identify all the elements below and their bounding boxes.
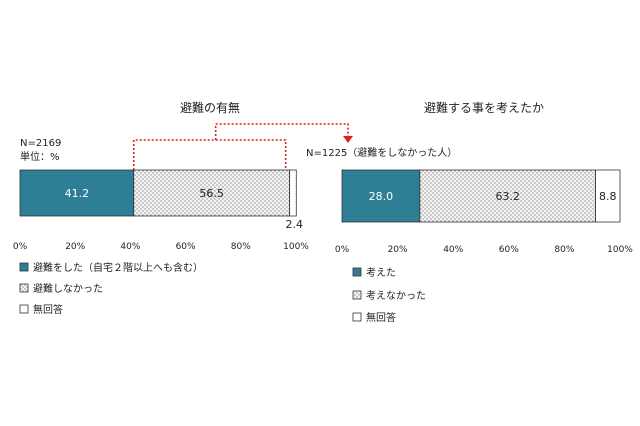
bar-segment (595, 169, 621, 223)
bar-segment (289, 169, 297, 217)
arrow-connector (214, 123, 349, 140)
segment-value-label: 56.5 (199, 187, 224, 200)
bracket-connector (132, 139, 287, 170)
legend-swatch (352, 312, 362, 322)
x-tick-label: 40% (443, 245, 463, 255)
legend-label: 無回答 (366, 311, 396, 324)
chart-title: 避難の有無 (180, 100, 240, 115)
bar-segment (419, 169, 596, 223)
legend-label: 避難しなかった (33, 282, 103, 295)
segment-value-label: 63.2 (495, 190, 520, 203)
legend-swatch (352, 290, 362, 300)
x-tick-label: 20% (388, 245, 408, 255)
bar-segment (19, 169, 135, 217)
x-tick-label: 60% (499, 245, 519, 255)
legend-label: 考えた (366, 267, 396, 279)
legend-label: 無回答 (33, 303, 63, 316)
arrow-head-icon (343, 136, 353, 143)
bar-segment (133, 169, 291, 217)
x-tick-label: 80% (231, 242, 251, 252)
sample-size-label: N=2169 (20, 138, 61, 149)
x-tick-label: 20% (65, 242, 85, 252)
legend-label: 考えなかった (366, 290, 426, 302)
legend-swatch (19, 283, 29, 293)
x-tick-label: 100% (283, 242, 309, 252)
unit-label: 単位：% (20, 150, 60, 163)
x-tick-label: 0% (13, 242, 28, 252)
legend-swatch (19, 304, 29, 314)
legend-swatch (352, 267, 362, 277)
x-tick-label: 80% (554, 245, 574, 255)
segment-value-label: 8.8 (599, 190, 617, 203)
sample-size-label: N=1225（避難をしなかった人） (306, 146, 457, 159)
x-tick-label: 60% (176, 242, 196, 252)
bar-segment (341, 169, 421, 223)
legend-label: 避難をした（自宅２階以上へも含む） (33, 261, 203, 274)
segment-value-label: 41.2 (65, 187, 90, 200)
x-tick-label: 40% (120, 242, 140, 252)
segment-value-label: 28.0 (369, 190, 394, 203)
segment-value-label: 2.4 (286, 218, 304, 231)
legend-swatch (19, 262, 29, 272)
x-tick-label: 0% (335, 245, 350, 255)
chart-title: 避難する事を考えたか (424, 100, 544, 115)
x-tick-label: 100% (607, 245, 633, 255)
